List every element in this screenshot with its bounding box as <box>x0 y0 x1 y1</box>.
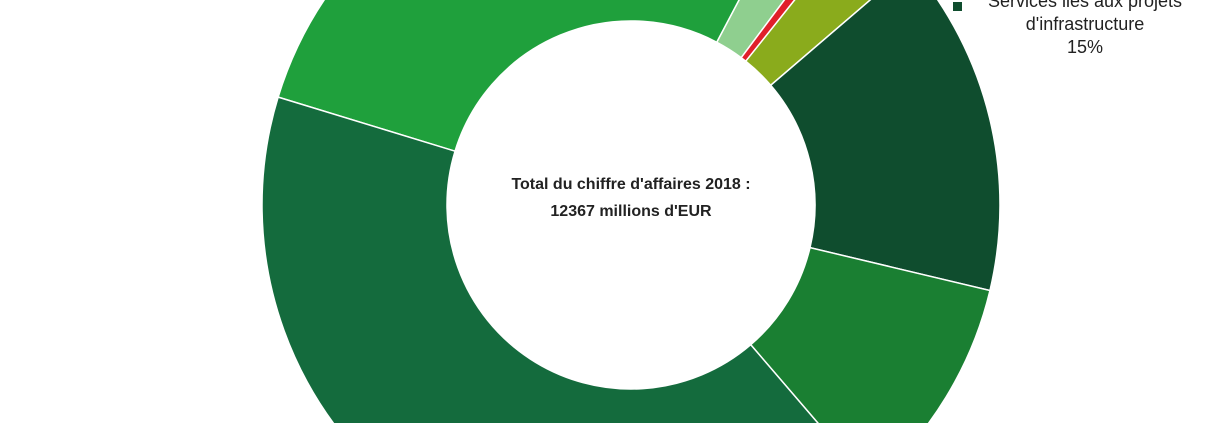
slice-label: Services liés aux projets d'infrastructu… <box>960 0 1210 59</box>
legend-swatch <box>953 2 962 11</box>
slice-category: Services liés aux projets d'infrastructu… <box>987 0 1183 34</box>
donut-slice <box>769 0 1001 292</box>
center-annotation: 12367 millions d'EUR <box>550 203 712 220</box>
donut-slice <box>277 0 740 153</box>
center-annotation: Total du chiffre d'affaires 2018 : <box>511 176 751 193</box>
donut-slice <box>749 246 991 423</box>
donut-slice <box>261 96 819 423</box>
slice-value-label: 15% <box>1066 37 1104 57</box>
